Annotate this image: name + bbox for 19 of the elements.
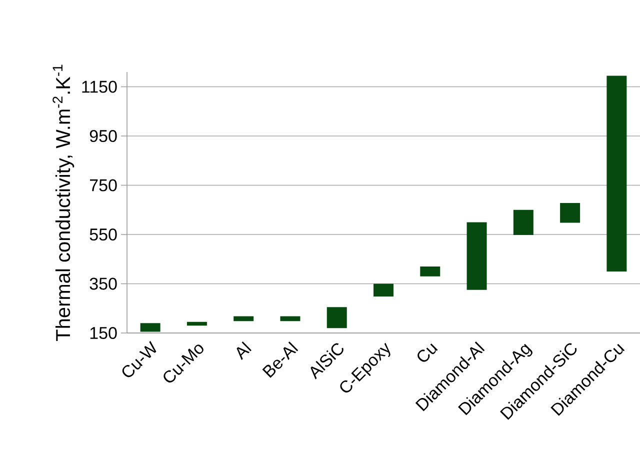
y-tick-label: 1150 <box>82 80 117 93</box>
bar <box>606 76 627 272</box>
bar <box>140 323 160 332</box>
bar <box>326 307 347 328</box>
bar <box>513 210 534 235</box>
bar <box>280 316 300 322</box>
x-tick-label: Al <box>236 342 252 360</box>
y-tick-label: 350 <box>90 278 117 290</box>
y-tick-label: 950 <box>90 130 117 142</box>
bar <box>186 322 207 326</box>
bar <box>420 266 440 276</box>
bar <box>560 202 580 223</box>
y-axis-title: Thermal conductivity, W.m$^{-2}$.K$^{-1}$ <box>52 64 74 341</box>
bar <box>374 284 394 297</box>
bar <box>234 316 254 322</box>
y-tick-label: 550 <box>90 228 117 241</box>
y-tick-label: 150 <box>90 326 117 340</box>
y-tick-label: 750 <box>90 179 117 192</box>
bar <box>466 222 487 290</box>
